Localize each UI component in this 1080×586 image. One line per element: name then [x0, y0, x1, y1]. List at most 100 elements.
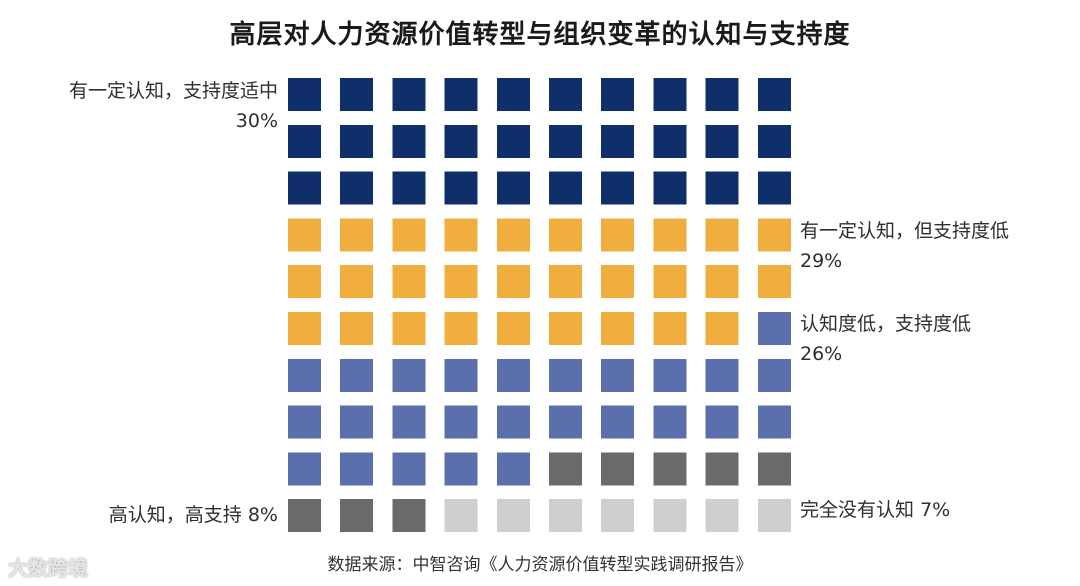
- waffle-cell: [549, 452, 582, 486]
- waffle-cell: [601, 499, 635, 533]
- waffle-cell: [288, 78, 321, 111]
- waffle-cell: [392, 171, 426, 205]
- waffle-cell: [601, 312, 635, 345]
- waffle-cell: [757, 499, 791, 533]
- waffle-cell: [549, 124, 582, 158]
- waffle-cell: [653, 452, 687, 486]
- waffle-cell: [392, 265, 426, 299]
- waffle-cell: [549, 218, 582, 252]
- waffle-cell: [444, 78, 478, 111]
- segment-percent: 8%: [247, 504, 278, 526]
- waffle-cell: [653, 499, 687, 533]
- waffle-cell: [392, 78, 426, 111]
- waffle-cell: [496, 78, 530, 111]
- waffle-cell: [288, 171, 321, 205]
- waffle-cell: [653, 218, 687, 252]
- waffle-cell: [340, 265, 374, 299]
- waffle-cell: [444, 265, 478, 299]
- waffle-cell: [288, 452, 321, 486]
- waffle-cell: [705, 405, 739, 439]
- waffle-cell: [392, 499, 426, 533]
- waffle-cell: [340, 405, 374, 439]
- waffle-cell: [340, 358, 374, 392]
- segment-percent: 30%: [235, 110, 278, 132]
- segment-label-high-support: 高认知，高支持 8%: [20, 500, 278, 530]
- waffle-cell: [340, 78, 374, 111]
- segment-name: 高认知，高支持: [108, 504, 242, 526]
- waffle-cell: [288, 218, 321, 252]
- waffle-cell: [444, 218, 478, 252]
- waffle-cell: [444, 405, 478, 439]
- waffle-cell: [496, 358, 530, 392]
- waffle-cell: [653, 358, 687, 392]
- waffle-cell: [705, 265, 739, 299]
- waffle-cell: [601, 124, 635, 158]
- waffle-cell: [757, 358, 791, 392]
- waffle-cell: [705, 218, 739, 252]
- waffle-cell: [340, 452, 374, 486]
- waffle-cell: [653, 312, 687, 345]
- waffle-cell: [757, 452, 791, 486]
- waffle-cell: [496, 124, 530, 158]
- waffle-cell: [757, 124, 791, 158]
- waffle-cell: [549, 499, 582, 533]
- waffle-cell: [601, 452, 635, 486]
- waffle-cell: [496, 405, 530, 439]
- waffle-cell: [340, 312, 374, 345]
- segment-label-aware-moderate: 有一定认知，支持度适中 30%: [20, 76, 278, 136]
- segment-name: 完全没有认知: [800, 499, 915, 521]
- waffle-cell: [288, 312, 321, 345]
- waffle-cell: [496, 312, 530, 345]
- waffle-cell: [705, 171, 739, 205]
- segment-percent: 7%: [920, 499, 951, 521]
- waffle-cell: [496, 265, 530, 299]
- segment-name: 有一定认知，支持度适中: [68, 80, 278, 102]
- waffle-cell: [549, 312, 582, 345]
- waffle-cell: [705, 124, 739, 158]
- waffle-cell: [601, 218, 635, 252]
- waffle-cell: [653, 405, 687, 439]
- waffle-cell: [392, 124, 426, 158]
- waffle-cell: [601, 405, 635, 439]
- waffle-cell: [444, 312, 478, 345]
- waffle-cell: [444, 171, 478, 205]
- waffle-cell: [288, 358, 321, 392]
- waffle-cell: [705, 78, 739, 111]
- waffle-cell: [705, 358, 739, 392]
- segment-label-low-awareness: 认知度低，支持度低 26%: [800, 309, 971, 369]
- waffle-cell: [601, 265, 635, 299]
- watermark-text: 大数跨境: [8, 556, 88, 580]
- waffle-cell: [496, 452, 530, 486]
- waffle-cell: [653, 265, 687, 299]
- waffle-cell: [288, 265, 321, 299]
- waffle-cell: [496, 218, 530, 252]
- waffle-cell: [653, 124, 687, 158]
- waffle-cell: [705, 499, 739, 533]
- waffle-cell: [549, 358, 582, 392]
- segment-name: 认知度低，支持度低: [800, 313, 972, 335]
- waffle-cell: [444, 124, 478, 158]
- watermark-logo: 大数跨境: [8, 552, 88, 581]
- waffle-cell: [288, 499, 321, 533]
- waffle-cell: [549, 78, 582, 111]
- segment-percent: 29%: [800, 250, 843, 272]
- data-source-note: 数据来源：中智咨询《人力资源价值转型实践调研报告》: [327, 555, 753, 575]
- waffle-cell: [392, 218, 426, 252]
- waffle-cell: [653, 78, 687, 111]
- waffle-cell: [392, 312, 426, 345]
- waffle-cell: [444, 358, 478, 392]
- waffle-cell: [601, 358, 635, 392]
- waffle-cell: [601, 171, 635, 205]
- waffle-cell: [288, 405, 321, 439]
- waffle-cell: [288, 124, 321, 158]
- waffle-cell: [340, 499, 374, 533]
- waffle-cell: [705, 452, 739, 486]
- waffle-cell: [340, 171, 374, 205]
- waffle-cell: [757, 78, 791, 111]
- waffle-cell: [757, 171, 791, 205]
- waffle-cell: [444, 452, 478, 486]
- waffle-cell: [392, 358, 426, 392]
- waffle-cell: [549, 405, 582, 439]
- waffle-cell: [757, 312, 791, 345]
